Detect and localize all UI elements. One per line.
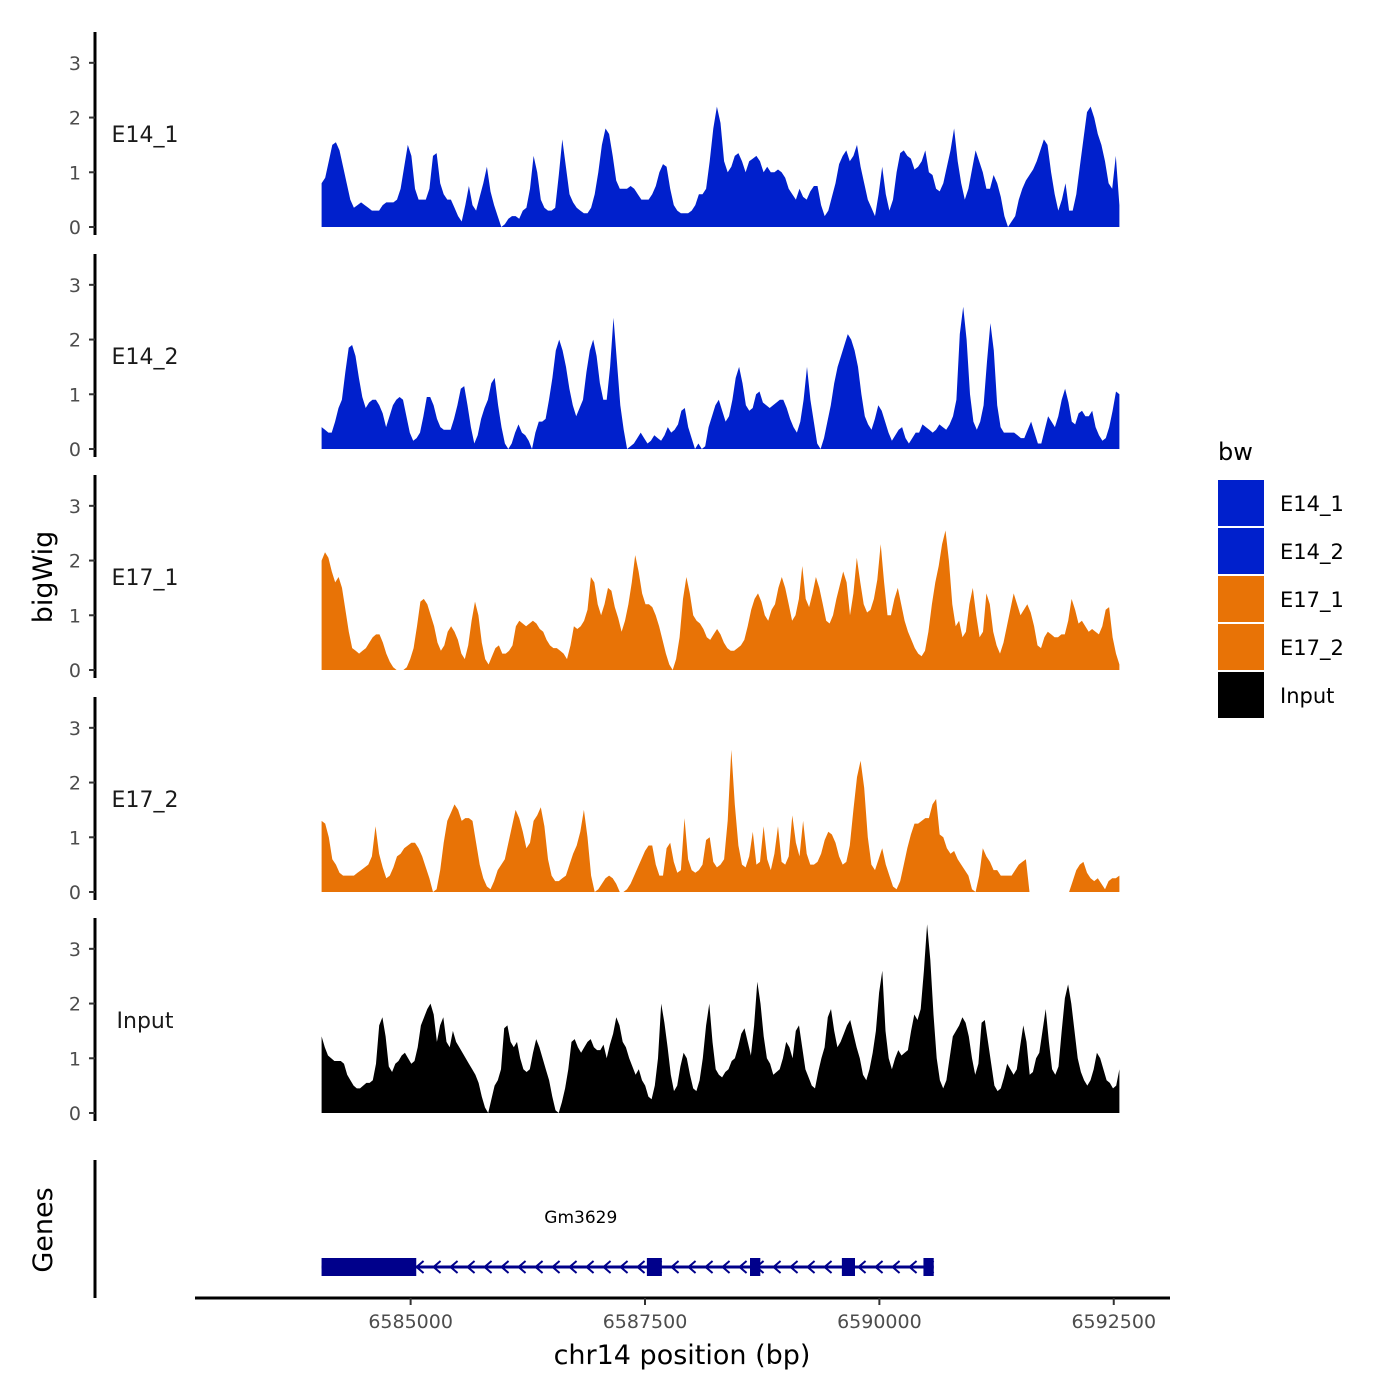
- legend-swatch-E17_2: [1218, 624, 1264, 670]
- strand-arrow: [415, 1260, 425, 1274]
- area-series-E17_2: [321, 749, 1120, 892]
- legend-title: bw: [1218, 438, 1253, 466]
- gene-exon-2: [646, 1258, 662, 1276]
- strand-arrow: [704, 1260, 714, 1274]
- legend-swatch-Input: [1218, 672, 1264, 718]
- track-E17_2: 0 1 2 3 E17_2: [69, 697, 1120, 904]
- y-tick-label-Input-0: 0: [69, 1103, 81, 1125]
- x-tick-label-6585000: 6585000: [368, 1311, 453, 1333]
- strand-arrow: [500, 1260, 510, 1274]
- strand-arrow: [823, 1260, 833, 1274]
- y-tick-label-E17_2-1: 1: [69, 827, 81, 849]
- gene-exon-1: [321, 1258, 417, 1276]
- gene-exon-5: [923, 1258, 934, 1276]
- legend-swatch-E14_1: [1218, 480, 1264, 526]
- y-tick-label-E17_2-3: 3: [69, 718, 81, 740]
- y-tick-label-Input-1: 1: [69, 1048, 81, 1070]
- y-tick-label-E14_2-0: 0: [69, 439, 81, 461]
- area-series-E17_1: [321, 530, 1120, 670]
- area-series-E14_1: [321, 106, 1120, 227]
- strand-arrow: [466, 1260, 476, 1274]
- strand-arrow: [806, 1260, 816, 1274]
- legend-label-E17_1: E17_1: [1280, 588, 1344, 613]
- x-axis: 6585000 6587500 6590000 6592500: [195, 1296, 1170, 1333]
- strand-arrow: [585, 1260, 595, 1274]
- strand-arrow: [772, 1260, 782, 1274]
- y-tick-label-E14_2-2: 2: [69, 330, 81, 352]
- y-tick-label-E14_2-3: 3: [69, 275, 81, 297]
- y-tick-label-E17_2-0: 0: [69, 882, 81, 904]
- gene-track: Gm3629: [93, 1160, 935, 1298]
- x-tick-label-6592500: 6592500: [1071, 1311, 1156, 1333]
- strand-arrow: [602, 1260, 612, 1274]
- strand-arrow: [670, 1260, 680, 1274]
- track-label-Input: Input: [117, 1009, 174, 1034]
- legend-swatch-E17_1: [1218, 576, 1264, 622]
- y-tick-label-E17_2-2: 2: [69, 773, 81, 795]
- strand-arrow: [874, 1260, 884, 1274]
- y-tick-label-E14_2-1: 1: [69, 384, 81, 406]
- track-E17_1: 0 1 2 3 E17_1: [69, 475, 1120, 682]
- x-axis-title: chr14 position (bp): [554, 1340, 811, 1371]
- y-tick-label-E17_1-3: 3: [69, 496, 81, 518]
- strand-arrow: [721, 1260, 731, 1274]
- track-label-E14_1: E14_1: [112, 123, 179, 148]
- strand-arrow: [619, 1260, 629, 1274]
- strand-arrow: [568, 1260, 578, 1274]
- track-E14_2: 0 1 2 3 E14_2: [69, 254, 1120, 461]
- y-tick-label-E17_1-1: 1: [69, 605, 81, 627]
- legend: bw E14_1 E14_2 E17_1 E17_2 Input: [1218, 438, 1344, 718]
- track-E14_1: 0 1 2 3 E14_1: [69, 32, 1120, 239]
- x-tick-label-6587500: 6587500: [603, 1311, 688, 1333]
- y-tick-label-E14_1-3: 3: [69, 53, 81, 75]
- strand-arrow: [449, 1260, 459, 1274]
- signal-tracks: 0 1 2 3 E14_1 0 1 2 3 E14_2 0 1 2 3 E17_1 0 1 2 3 E17_2 0 1 2 3…: [69, 32, 1120, 1125]
- track-Input: 0 1 2 3 Input: [69, 918, 1120, 1125]
- strand-arrow: [789, 1260, 799, 1274]
- legend-swatch-E14_2: [1218, 528, 1264, 574]
- strand-arrow: [687, 1260, 697, 1274]
- y-tick-label-E17_1-0: 0: [69, 660, 81, 682]
- y-tick-label-E14_1-1: 1: [69, 162, 81, 184]
- legend-label-E14_1: E14_1: [1280, 492, 1344, 517]
- strand-arrow: [517, 1260, 527, 1274]
- gene-label: Gm3629: [544, 1208, 617, 1228]
- y-tick-label-Input-2: 2: [69, 994, 81, 1016]
- y-axis-title-genes: Genes: [28, 1187, 59, 1272]
- strand-arrow: [551, 1260, 561, 1274]
- x-tick-label-6590000: 6590000: [837, 1311, 922, 1333]
- gene-exon-3: [750, 1258, 761, 1276]
- legend-label-Input: Input: [1280, 684, 1334, 708]
- legend-label-E17_2: E17_2: [1280, 636, 1344, 661]
- strand-arrow: [857, 1260, 867, 1274]
- y-tick-label-E14_1-0: 0: [69, 217, 81, 239]
- y-tick-label-Input-3: 3: [69, 939, 81, 961]
- strand-arrow: [908, 1260, 918, 1274]
- strand-arrow: [738, 1260, 748, 1274]
- strand-arrow: [483, 1260, 493, 1274]
- track-label-E17_2: E17_2: [112, 788, 179, 813]
- strand-arrow: [636, 1260, 646, 1274]
- legend-label-E14_2: E14_2: [1280, 540, 1344, 565]
- track-label-E14_2: E14_2: [112, 345, 179, 370]
- y-axis-title-bigwig: bigWig: [28, 531, 59, 624]
- track-label-E17_1: E17_1: [112, 566, 179, 591]
- area-series-Input: [321, 924, 1120, 1113]
- strand-arrow: [891, 1260, 901, 1274]
- strand-arrow: [534, 1260, 544, 1274]
- area-series-E14_2: [321, 306, 1120, 449]
- gene-exon-4: [841, 1258, 855, 1276]
- strand-arrow: [432, 1260, 442, 1274]
- y-tick-label-E14_1-2: 2: [69, 108, 81, 130]
- y-tick-label-E17_1-2: 2: [69, 551, 81, 573]
